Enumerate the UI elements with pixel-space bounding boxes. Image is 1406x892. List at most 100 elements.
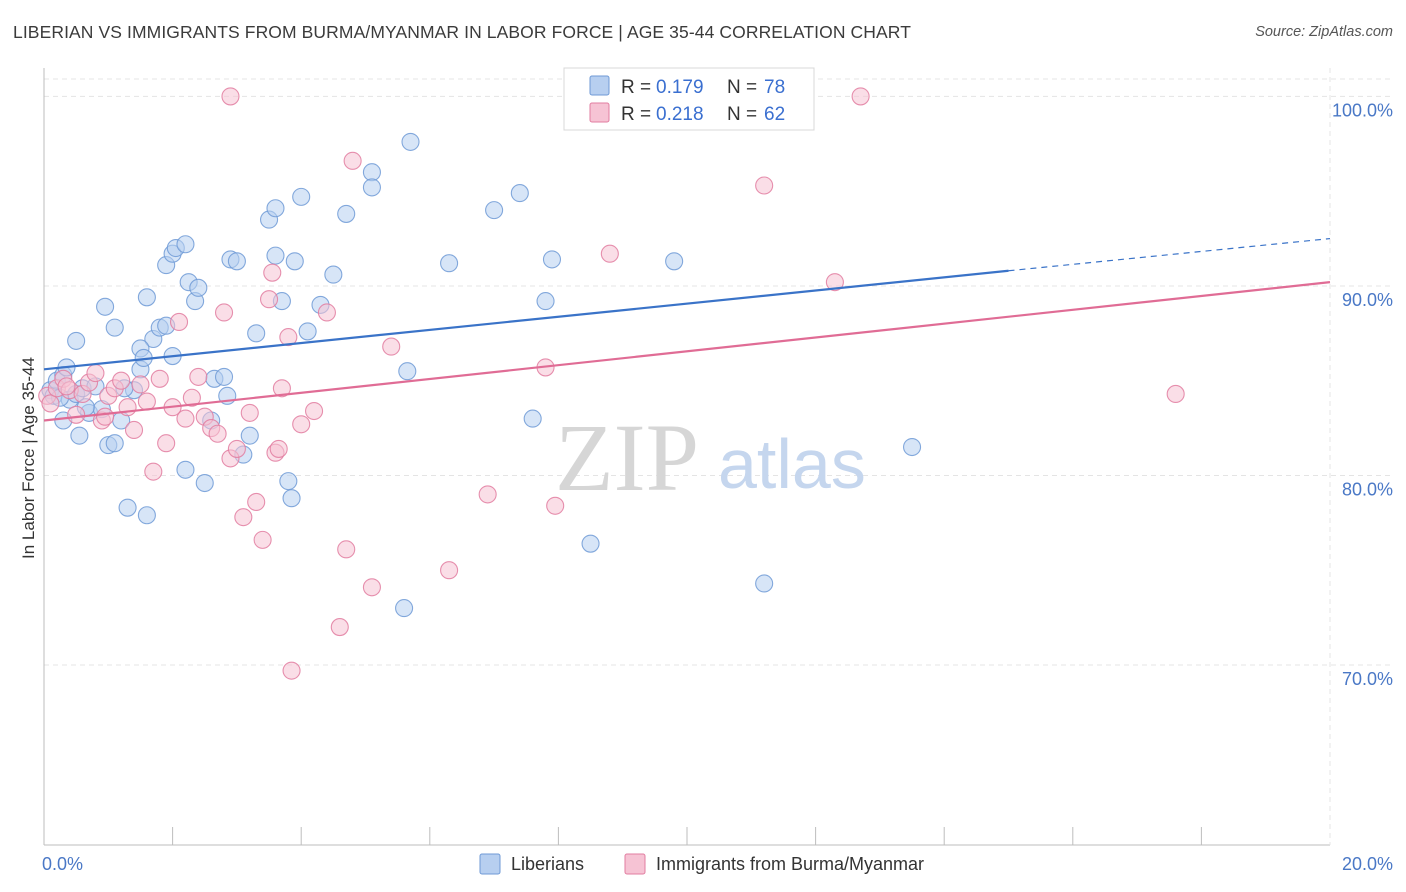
point-liberians[interactable] — [247, 324, 266, 343]
point-burma[interactable] — [269, 439, 288, 458]
point-burma[interactable] — [305, 401, 324, 421]
point-burma[interactable] — [755, 176, 774, 195]
point-liberians[interactable] — [137, 506, 156, 525]
point-burma[interactable] — [227, 439, 246, 458]
point-liberians[interactable] — [189, 278, 208, 297]
point-burma[interactable] — [57, 377, 76, 396]
point-burma[interactable] — [851, 87, 870, 106]
point-burma[interactable] — [157, 434, 176, 453]
point-liberians[interactable] — [67, 331, 86, 350]
point-burma[interactable] — [124, 420, 144, 440]
point-liberians[interactable] — [70, 426, 89, 445]
point-liberians[interactable] — [665, 252, 684, 271]
point-liberians[interactable] — [510, 184, 529, 203]
trend-line-liberians — [43, 269, 1009, 371]
point-liberians[interactable] — [105, 434, 124, 453]
stats-legend-n-value: 62 — [764, 104, 785, 125]
point-burma[interactable] — [144, 462, 163, 481]
point-liberians[interactable] — [398, 362, 417, 381]
point-burma[interactable] — [825, 273, 844, 292]
point-liberians[interactable] — [755, 574, 774, 593]
point-liberians[interactable] — [176, 460, 195, 479]
point-liberians[interactable] — [105, 318, 124, 337]
point-liberians[interactable] — [137, 288, 156, 307]
point-liberians[interactable] — [285, 252, 304, 271]
point-liberians[interactable] — [337, 204, 356, 223]
series-legend-swatch-burma — [624, 853, 646, 875]
point-liberians[interactable] — [902, 437, 922, 457]
point-burma[interactable] — [150, 369, 169, 388]
point-liberians[interactable] — [362, 163, 381, 182]
stats-legend-r-label: R = — [621, 77, 651, 98]
point-burma[interactable] — [282, 661, 301, 680]
point-liberians[interactable] — [118, 498, 137, 517]
point-liberians[interactable] — [292, 187, 311, 206]
point-burma[interactable] — [343, 151, 362, 170]
point-liberians[interactable] — [298, 322, 317, 341]
point-liberians[interactable] — [523, 409, 542, 428]
point-liberians[interactable] — [324, 265, 343, 284]
point-liberians[interactable] — [279, 472, 298, 491]
point-burma[interactable] — [263, 263, 282, 282]
point-burma[interactable] — [440, 561, 459, 580]
point-burma[interactable] — [247, 492, 266, 512]
series-legend-label-burma: Immigrants from Burma/Myanmar — [656, 854, 924, 874]
point-burma[interactable] — [137, 392, 156, 411]
point-burma[interactable] — [131, 375, 150, 394]
point-burma[interactable] — [1166, 384, 1185, 404]
point-liberians[interactable] — [395, 599, 414, 618]
point-liberians[interactable] — [176, 235, 195, 254]
watermark-atlas: atlas — [718, 425, 866, 503]
x-tick-labels: 0.0% 20.0% — [42, 854, 1393, 874]
chart-title: LIBERIAN VS IMMIGRANTS FROM BURMA/MYANMA… — [13, 22, 912, 42]
point-burma[interactable] — [67, 405, 86, 424]
point-liberians[interactable] — [536, 292, 555, 311]
point-burma[interactable] — [546, 496, 565, 515]
point-liberians[interactable] — [581, 534, 600, 553]
point-burma[interactable] — [96, 407, 115, 426]
point-burma[interactable] — [182, 388, 201, 407]
point-burma[interactable] — [292, 415, 311, 434]
point-burma[interactable] — [234, 508, 253, 527]
point-liberians[interactable] — [485, 201, 504, 220]
point-burma[interactable] — [317, 303, 336, 322]
point-liberians[interactable] — [240, 426, 259, 445]
series-legend-item-burma[interactable]: Immigrants from Burma/Myanmar — [624, 853, 924, 875]
stats-legend-r-value: 0.218 — [656, 104, 704, 125]
point-burma[interactable] — [259, 290, 279, 309]
point-burma[interactable] — [208, 424, 227, 443]
point-burma[interactable] — [362, 578, 381, 597]
point-burma[interactable] — [253, 530, 272, 549]
point-liberians[interactable] — [266, 246, 285, 265]
point-burma[interactable] — [330, 618, 349, 637]
point-burma[interactable] — [279, 328, 298, 347]
point-liberians[interactable] — [542, 250, 562, 269]
point-liberians[interactable] — [362, 178, 381, 197]
point-burma[interactable] — [41, 394, 60, 413]
point-burma[interactable] — [478, 485, 497, 504]
point-liberians[interactable] — [195, 473, 214, 493]
point-burma[interactable] — [214, 303, 234, 322]
point-liberians[interactable] — [282, 489, 301, 508]
point-burma[interactable] — [221, 87, 240, 106]
point-burma[interactable] — [600, 244, 619, 263]
point-burma[interactable] — [382, 337, 401, 356]
series-legend: Liberians Immigrants from Burma/Myanmar — [479, 853, 924, 875]
point-burma[interactable] — [169, 312, 189, 331]
stats-legend-n-value: 78 — [764, 77, 785, 98]
point-burma[interactable] — [112, 371, 131, 390]
watermark-zip: ZIP — [555, 404, 699, 511]
point-burma[interactable] — [272, 379, 291, 398]
point-liberians[interactable] — [214, 367, 234, 386]
point-burma[interactable] — [86, 364, 105, 383]
series-legend-item-liberians[interactable]: Liberians — [479, 853, 584, 875]
point-liberians[interactable] — [266, 199, 285, 218]
point-burma[interactable] — [240, 403, 259, 422]
point-burma[interactable] — [189, 367, 208, 386]
point-liberians[interactable] — [401, 132, 420, 151]
point-liberians[interactable] — [96, 297, 115, 316]
point-liberians[interactable] — [440, 254, 459, 273]
point-burma[interactable] — [337, 540, 356, 559]
point-liberians[interactable] — [227, 252, 246, 271]
point-burma[interactable] — [176, 409, 195, 428]
